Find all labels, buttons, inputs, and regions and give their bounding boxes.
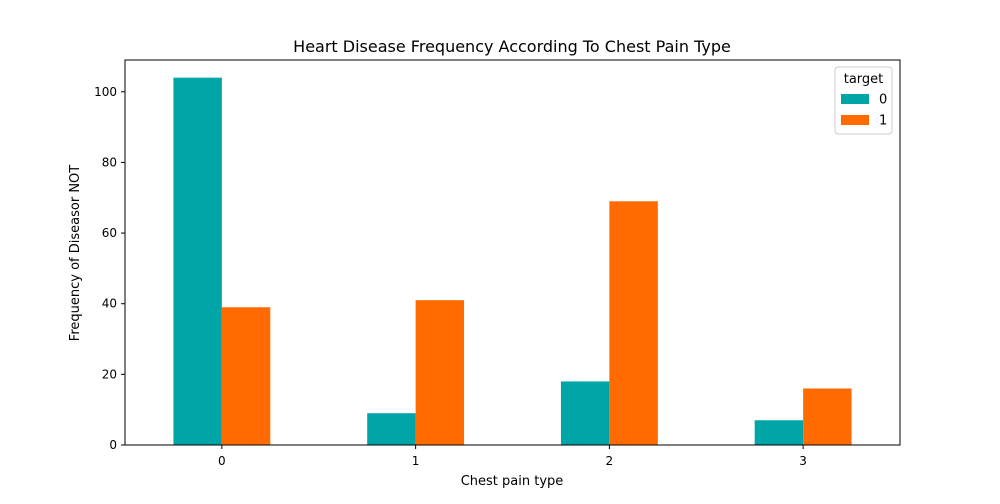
y-tick-label-20: 20 [102, 367, 117, 381]
bar-series-1-cat-0 [221, 307, 271, 445]
bar-series-1-cat-1 [415, 300, 465, 445]
bar-series-0-cat-3 [754, 420, 804, 445]
x-tick-label-3: 3 [799, 454, 807, 468]
legend-label-1: 1 [879, 114, 887, 129]
x-tick-label-2: 2 [606, 454, 614, 468]
axes-frame [124, 59, 901, 446]
legend-title: target [844, 72, 884, 87]
y-axis-label: Frequency of Diseasor NOT [68, 165, 83, 341]
legend: target 0 1 [834, 66, 893, 135]
chart-title: Heart Disease Frequency According To Che… [293, 37, 731, 56]
bar-series-1-cat-2 [609, 201, 658, 445]
bar-series-1-cat-3 [803, 388, 852, 445]
y-tick-label-80: 80 [102, 155, 117, 169]
y-tick-label-40: 40 [102, 297, 117, 311]
legend-swatch-0 [841, 94, 869, 104]
x-axis-label: Chest pain type [461, 474, 564, 489]
x-tick-label-1: 1 [412, 454, 420, 468]
bar-series-0-cat-0 [173, 77, 222, 445]
legend-label-0: 0 [879, 93, 887, 108]
bar-series-0-cat-1 [367, 413, 416, 445]
y-tick-label-60: 60 [102, 226, 117, 240]
plot-area: 0 1 2 3 0 20 40 60 80 100 [94, 59, 901, 468]
legend-swatch-1 [841, 115, 869, 125]
y-tick-label-0: 0 [109, 438, 117, 452]
y-tick-label-100: 100 [94, 85, 117, 99]
bar-series-0-cat-2 [560, 381, 610, 445]
x-tick-label-0: 0 [218, 454, 226, 468]
